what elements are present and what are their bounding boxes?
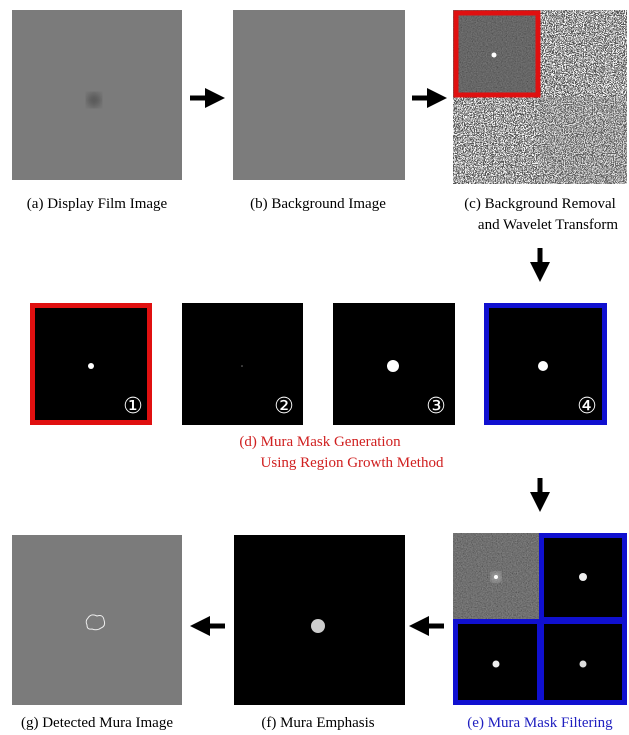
caption: (f) Mura Emphasis xyxy=(261,715,374,731)
image-b xyxy=(233,10,405,180)
step-number: ③ xyxy=(426,394,446,419)
image-a xyxy=(12,10,182,180)
step-number: ④ xyxy=(577,394,597,419)
caption: (b) Background Image xyxy=(250,196,386,212)
image-f xyxy=(234,535,405,705)
caption: (g) Detected Mura Image xyxy=(21,715,173,731)
caption: (a) Display Film Image xyxy=(27,196,168,212)
caption: (c) Background Removal xyxy=(464,196,616,212)
image-c xyxy=(453,10,627,184)
caption: (e) Mura Mask Filtering xyxy=(467,715,613,731)
caption: and Wavelet Transform xyxy=(478,217,618,233)
step-number: ② xyxy=(274,394,294,419)
caption: (d) Mura Mask Generation xyxy=(239,434,401,450)
image-g xyxy=(12,535,182,705)
caption: Using Region Growth Method xyxy=(261,455,444,471)
image-e xyxy=(453,533,627,705)
step-number: ① xyxy=(123,394,143,419)
figure: (a) Display Film Image (b) Background Im… xyxy=(0,0,629,735)
